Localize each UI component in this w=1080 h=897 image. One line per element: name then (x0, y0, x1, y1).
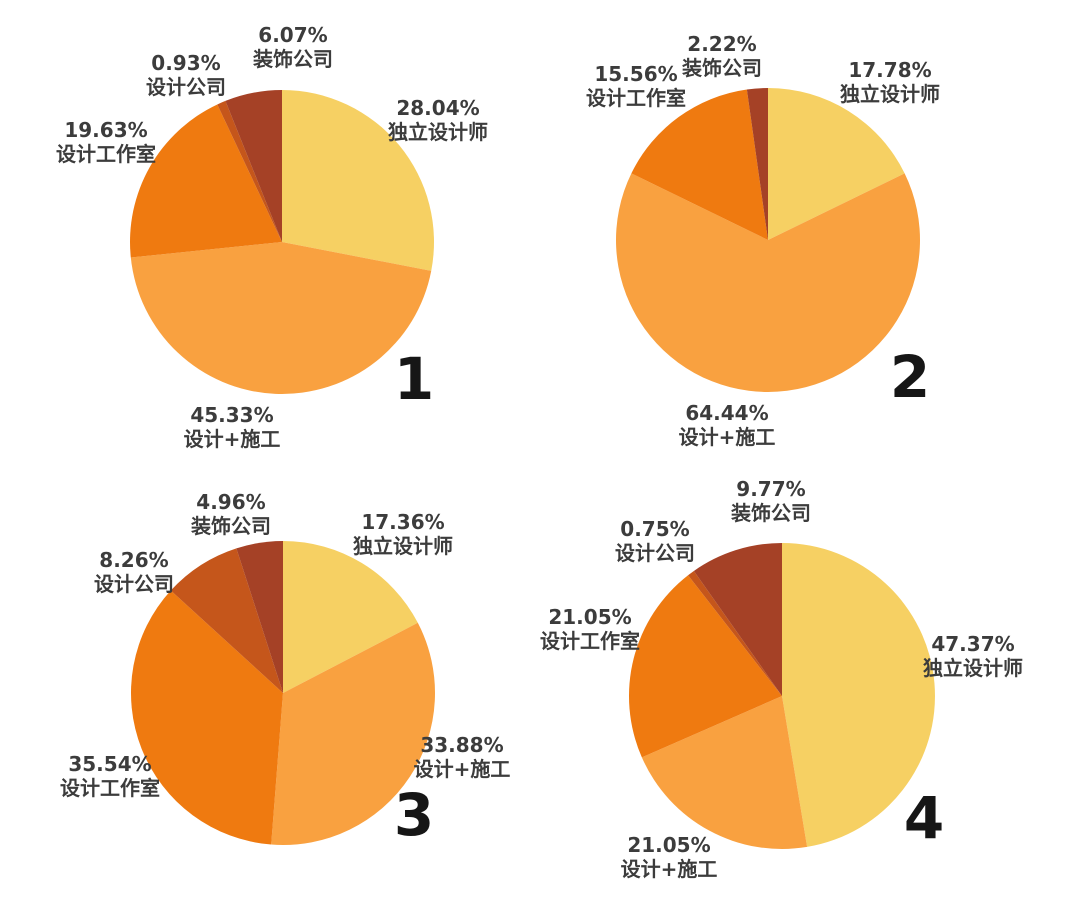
slice-percent: 21.05% (548, 605, 632, 629)
slice-category: 设计+施工 (678, 425, 776, 450)
slice-label-design-company: 0.93% 设计公司 (146, 51, 226, 100)
slice-category: 装饰公司 (191, 514, 271, 539)
pie-slice-independent-designer (283, 541, 418, 693)
pie-slice-design-construction (616, 173, 920, 392)
slice-label-design-studio: 21.05% 设计工作室 (540, 605, 640, 654)
slice-percent: 0.93% (151, 51, 221, 75)
slice-label-independent-designer: 17.78% 独立设计师 (840, 58, 940, 107)
slice-percent: 4.96% (196, 490, 266, 514)
slice-label-design-construction: 33.88% 设计+施工 (414, 733, 511, 782)
pie-slice-design-construction (641, 696, 808, 849)
slice-percent: 47.37% (931, 632, 1015, 656)
pie-slice-design-company (688, 570, 782, 696)
slice-category: 设计工作室 (586, 86, 686, 111)
slice-category: 独立设计师 (388, 120, 488, 145)
slice-category: 装饰公司 (253, 47, 333, 72)
slice-percent: 21.05% (627, 833, 711, 857)
slice-label-independent-designer: 47.37% 独立设计师 (923, 632, 1023, 681)
slice-category: 设计公司 (146, 75, 226, 100)
pie-chart-2 (616, 88, 920, 392)
slice-percent: 28.04% (396, 96, 480, 120)
slice-percent: 2.22% (687, 32, 757, 56)
pie-chart-4 (628, 543, 935, 849)
slice-label-decoration-company: 4.96% 装饰公司 (191, 490, 271, 539)
pie-slice-decoration-company (236, 541, 283, 693)
slice-percent: 64.44% (685, 401, 769, 425)
slice-percent: 35.54% (68, 752, 152, 776)
slice-label-decoration-company: 6.07% 装饰公司 (253, 23, 333, 72)
pie-chart-1 (130, 90, 435, 395)
slice-label-design-construction: 45.33% 设计+施工 (184, 403, 281, 452)
slice-category: 设计+施工 (620, 857, 718, 882)
slice-label-design-construction: 21.05% 设计+施工 (621, 833, 718, 882)
pie-slice-decoration-company (746, 88, 768, 240)
chart-index-number: 1 (393, 345, 435, 413)
slice-percent: 8.26% (99, 548, 169, 572)
pie-slice-independent-designer (768, 88, 905, 240)
chart-index-number: 3 (393, 781, 435, 849)
slice-percent: 0.75% (620, 517, 690, 541)
slice-label-design-company: 0.75% 设计公司 (615, 517, 695, 566)
slice-category: 独立设计师 (840, 82, 940, 107)
slice-category: 设计工作室 (60, 776, 160, 801)
slice-category: 设计+施工 (413, 757, 511, 782)
slice-percent: 19.63% (64, 118, 148, 142)
pie-slice-decoration-company (225, 90, 282, 242)
pie-slice-independent-designer (782, 543, 935, 847)
slice-category: 设计公司 (94, 572, 174, 597)
chart-index-number: 2 (889, 343, 931, 411)
pie-slice-independent-designer (282, 90, 435, 271)
slice-label-design-construction: 64.44% 设计+施工 (679, 401, 776, 450)
slice-category: 装饰公司 (682, 56, 762, 81)
slice-percent: 15.56% (594, 62, 678, 86)
pie-chart-3 (130, 541, 436, 846)
slice-percent: 9.77% (736, 477, 806, 501)
slice-category: 设计+施工 (183, 427, 281, 452)
slice-label-design-company: 8.26% 设计公司 (94, 548, 174, 597)
pie-slice-decoration-company (693, 543, 782, 696)
slice-label-design-studio: 35.54% 设计工作室 (60, 752, 160, 801)
pie-slice-design-construction (130, 242, 432, 395)
pie-slice-design-studio (628, 575, 782, 758)
slice-label-decoration-company: 2.22% 装饰公司 (682, 32, 762, 81)
chart-index-number: 4 (903, 784, 945, 852)
slice-label-design-studio: 19.63% 设计工作室 (56, 118, 156, 167)
slice-percent: 6.07% (258, 23, 328, 47)
slice-category: 独立设计师 (353, 534, 453, 559)
slice-percent: 17.36% (361, 510, 445, 534)
slice-category: 设计工作室 (540, 629, 640, 654)
pie-slice-design-company (217, 100, 282, 242)
pie-slice-design-company (170, 548, 283, 693)
pie-slice-design-studio (631, 89, 768, 240)
slice-label-independent-designer: 28.04% 独立设计师 (388, 96, 488, 145)
slice-percent: 17.78% (848, 58, 932, 82)
slice-percent: 33.88% (420, 733, 504, 757)
slice-category: 设计公司 (615, 541, 695, 566)
slice-label-decoration-company: 9.77% 装饰公司 (731, 477, 811, 526)
slice-category: 独立设计师 (923, 656, 1023, 681)
pie-slice-design-construction (271, 622, 436, 846)
slice-label-independent-designer: 17.36% 独立设计师 (353, 510, 453, 559)
slice-percent: 45.33% (190, 403, 274, 427)
slice-category: 装饰公司 (731, 501, 811, 526)
slice-label-design-studio: 15.56% 设计工作室 (586, 62, 686, 111)
slice-category: 设计工作室 (56, 142, 156, 167)
pie-slice-design-studio (130, 590, 283, 845)
pie-slice-design-studio (130, 104, 282, 258)
